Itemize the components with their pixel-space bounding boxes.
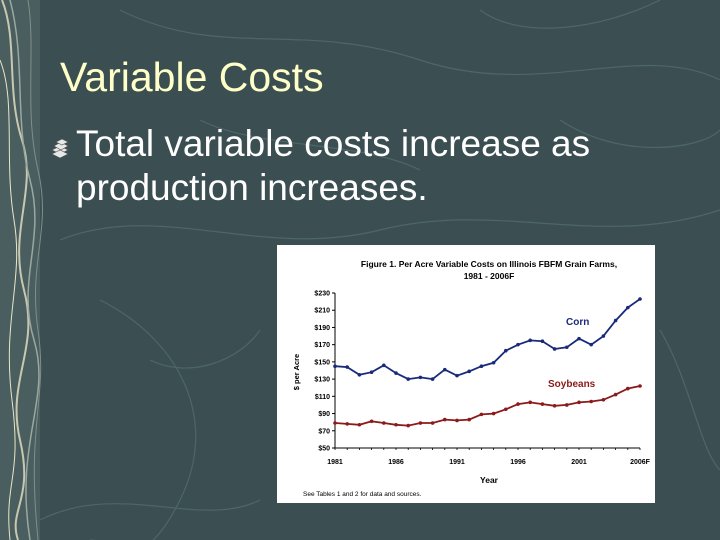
series-label-corn: Corn xyxy=(566,317,589,328)
data-point-corn xyxy=(345,365,349,369)
series-label-soybeans: Soybeans xyxy=(548,379,596,390)
chart-panel: Figure 1. Per Acre Variable Costs on Ill… xyxy=(277,245,655,503)
chart-title-line2: 1981 - 2006F xyxy=(464,271,515,281)
y-tick-label: $230 xyxy=(314,291,330,298)
chart-title-line1: Figure 1. Per Acre Variable Costs on Ill… xyxy=(361,259,617,269)
x-tick-label: 1981 xyxy=(327,459,343,466)
series-line-corn xyxy=(334,298,641,381)
data-point-soybeans xyxy=(418,421,423,425)
series-line-soybeans xyxy=(334,385,641,427)
data-point-soybeans xyxy=(467,417,471,422)
data-point-soybeans xyxy=(638,384,642,388)
y-tick-label: $170 xyxy=(314,342,330,349)
data-point-corn xyxy=(504,348,508,353)
x-axis-label: Year xyxy=(480,475,499,485)
data-point-soybeans xyxy=(443,417,447,422)
data-point-soybeans xyxy=(455,418,459,423)
data-point-soybeans xyxy=(382,421,386,425)
data-point-soybeans xyxy=(626,386,630,391)
data-point-soybeans xyxy=(552,404,557,408)
data-point-corn xyxy=(589,342,593,347)
data-point-corn xyxy=(357,373,362,377)
data-point-corn xyxy=(540,339,545,344)
data-point-soybeans xyxy=(333,421,337,425)
data-point-soybeans xyxy=(394,422,398,427)
data-point-soybeans xyxy=(345,422,349,426)
axes xyxy=(334,293,640,449)
data-point-corn xyxy=(626,305,630,310)
y-tick-label: $130 xyxy=(314,377,330,384)
bullet-text: Total variable costs increase as product… xyxy=(76,123,591,208)
data-point-corn xyxy=(333,364,337,368)
data-point-corn xyxy=(479,364,484,368)
data-point-corn xyxy=(516,342,520,347)
data-point-soybeans xyxy=(430,421,435,425)
data-point-soybeans xyxy=(479,412,484,417)
y-tick-label: $110 xyxy=(315,394,330,401)
data-point-corn xyxy=(528,338,532,343)
data-point-corn xyxy=(638,297,642,301)
data-point-corn xyxy=(552,347,557,351)
y-axis-label: $ per Acre xyxy=(292,354,301,390)
y-tick-label: $70 xyxy=(318,428,330,435)
data-point-corn xyxy=(467,369,471,374)
data-point-soybeans xyxy=(589,399,593,404)
data-point-corn xyxy=(406,377,410,381)
chart-footnote: See Tables 1 and 2 for data and sources. xyxy=(303,491,422,498)
x-tick-label: 1986 xyxy=(388,459,404,466)
x-tick-label: 1991 xyxy=(449,459,465,466)
data-point-soybeans xyxy=(491,411,496,416)
slide-title: Variable Costs xyxy=(60,54,324,100)
data-point-corn xyxy=(601,334,606,338)
line-chart: Figure 1. Per Acre Variable Costs on Ill… xyxy=(292,259,651,498)
x-tick-label: 2006F xyxy=(630,459,651,466)
y-tick-label: $50 xyxy=(318,446,330,453)
data-point-corn xyxy=(418,375,423,380)
bullet-icon xyxy=(51,138,69,159)
data-point-soybeans xyxy=(613,392,618,397)
series-lines xyxy=(334,298,641,427)
data-point-soybeans xyxy=(540,402,545,406)
contour-pattern xyxy=(39,0,720,540)
data-point-corn xyxy=(394,371,398,375)
data-point-corn xyxy=(455,373,459,378)
y-tick-label: $150 xyxy=(314,359,330,366)
data-point-soybeans xyxy=(601,397,606,402)
data-point-soybeans xyxy=(577,400,581,405)
left-edge-texture xyxy=(0,0,43,540)
data-point-soybeans xyxy=(406,423,410,428)
data-point-corn xyxy=(565,345,569,350)
x-tick-label: 1996 xyxy=(510,459,526,466)
data-point-soybeans xyxy=(357,422,362,427)
y-tick-label: $210 xyxy=(314,308,330,315)
data-point-corn xyxy=(491,360,496,365)
data-point-corn xyxy=(382,363,386,368)
data-point-soybeans xyxy=(504,407,508,412)
data-point-soybeans xyxy=(565,403,569,407)
data-point-corn xyxy=(369,370,374,375)
y-tick-label: $90 xyxy=(318,411,330,418)
data-point-corn xyxy=(613,318,618,323)
data-point-soybeans xyxy=(528,400,532,405)
axis-ticks: $50 $70 $90 $110 $130 $150 $170 $190 $210 $230 198… xyxy=(314,291,650,467)
data-point-corn xyxy=(430,377,435,381)
y-tick-label: $190 xyxy=(314,325,330,332)
series-points xyxy=(333,297,642,428)
data-point-soybeans xyxy=(369,419,374,424)
x-tick-label: 2001 xyxy=(571,459,587,466)
data-point-soybeans xyxy=(516,402,520,406)
data-point-corn xyxy=(443,367,447,372)
data-point-corn xyxy=(577,336,581,341)
